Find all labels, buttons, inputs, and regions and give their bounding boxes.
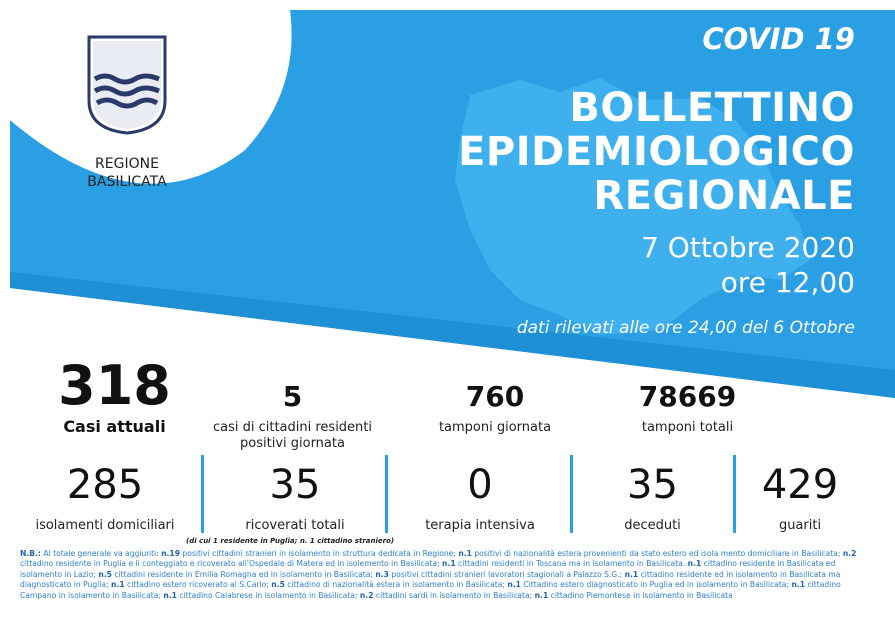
stat-value: 78669 [638,380,737,413]
region-line2: BASILICATA [87,174,167,190]
note-count: n.5 [98,569,112,579]
stat-label: terapia intensiva [425,518,535,533]
note-count: n.1 [534,590,549,600]
note-count: n.19 [161,549,180,558]
title-line3: REGIONALE [593,173,855,219]
stat-casi-attuali: 318 Casi attuali [52,354,177,437]
note-seg: cittadino residente in Puglia e li conte… [20,559,443,569]
note-seg: cittadino residente ed in isolamento in … [20,569,841,590]
note-seg: cittadino residente in Basilicata ed iso… [20,559,836,579]
region-line1: REGIONE [95,156,159,172]
stat-ricoverati: 35 ricoverati totali [210,460,380,534]
banner-darker-band [10,272,895,398]
stat-label: tamponi giornata [438,420,552,435]
notes-prefix: N.B.: [20,549,41,558]
note-seg: cittadini residente in Emilia Romagna ed… [111,569,376,579]
stat-label-line1: casi di cittadini residenti [212,420,373,435]
notes-paragraph: N.B.: Al totale generale va aggiunti: n.… [20,549,872,601]
date-text: 7 Ottobre 2020 [641,231,855,264]
header-banner [10,10,895,398]
note-count: n.1 [624,569,639,579]
stat-value: 5 [282,380,303,413]
stat-label: ricoverati totali [245,518,345,533]
basilicata-map-shape [455,78,810,335]
title-line1: BOLLETTINO [569,85,855,131]
shield-emblem-icon [87,35,167,135]
note-count: n.1 [442,559,456,569]
divider [201,455,204,533]
note-seg: cittadino Campano in isolamento in Basil… [20,580,841,600]
note-seg: positivi di nazionalità estera provenien… [471,549,843,558]
region-name: REGIONE BASILICATA [62,155,192,191]
stat-tamponi-totali: 78669 tamponi totali [615,380,760,436]
note-seg: cittadini residenti in Toscana ma in iso… [455,559,688,569]
note-count: n.1 [687,559,702,569]
divider [385,455,388,533]
stat-deceduti: 35 deceduti [580,460,725,534]
stat-value: 429 [761,462,839,508]
page-title: BOLLETTINO EPIDEMIOLOGICO REGIONALE [458,86,855,218]
divider [733,455,736,533]
note-count: n.2 [842,549,857,558]
stat-label: guariti [778,518,822,533]
stat-label: deceduti [624,518,681,533]
divider [570,455,573,533]
title-line2: EPIDEMIOLOGICO [458,129,855,175]
stat-label: tamponi totali [641,420,734,435]
note-count: n.1 [791,580,806,590]
note-count: n.1 [458,549,472,558]
stat-value: 285 [66,462,144,508]
note-count: n.3 [375,569,389,579]
stat-value: 760 [465,380,525,413]
note-seg: cittadino estero ricoverato al S.Carlo; [124,580,272,590]
note-count: n.1 [507,580,521,590]
region-logo [82,33,172,141]
note-seg: Cittadino estero diagnosticato in Puglia… [520,580,792,590]
note-count: n.1 [111,580,125,590]
note-seg: cittadino di nazionalità estera in isola… [284,580,508,590]
stat-isolamenti: 285 isolamenti domiciliari [20,460,190,534]
stat-value: 318 [58,354,171,417]
note-count: n.5 [271,580,285,590]
note-seg: positivi cittadini stranieri in isolamen… [180,549,459,558]
note-seg: cittadini sardi in isolamento in Basilic… [373,590,535,600]
note-seg: positivi cittadini stranieri lavoratori … [388,569,625,579]
stat-value: 35 [627,462,678,508]
note-count: n.1 [163,590,177,600]
stat-value: 35 [269,462,321,508]
note-count: n.2 [359,590,374,600]
stat-label-line2: positivi giornata [240,436,345,451]
stat-casi-residenti: 5 casi di cittadini residenti positivi g… [200,380,385,452]
time-text: ore 12,00 [720,266,855,299]
note-seg: cittadino Piemontese in isolamento in Ba… [548,590,733,600]
note-seg: Al totale generale va aggiunti: [40,549,162,558]
covid-label: COVID 19 [702,22,855,56]
stat-label: Casi attuali [63,417,166,436]
note-seg: cittadino Calabrese in isolamento in Bas… [176,590,360,600]
stat-guariti: 429 guariti [740,460,860,534]
stat-terapia-intensiva: 0 terapia intensiva [395,460,565,534]
data-collected-note: dati rilevati alle ore 24,00 del 6 Ottob… [516,318,855,338]
stat-value: 0 [467,462,493,508]
stat-label: isolamenti domiciliari [35,518,175,533]
ricoverati-note: (di cui 1 residente in Puglia; n. 1 citt… [186,537,395,545]
bulletin-date: 7 Ottobre 2020 ore 12,00 [641,230,855,300]
stat-tamponi-giornata: 760 tamponi giornata [425,380,565,436]
